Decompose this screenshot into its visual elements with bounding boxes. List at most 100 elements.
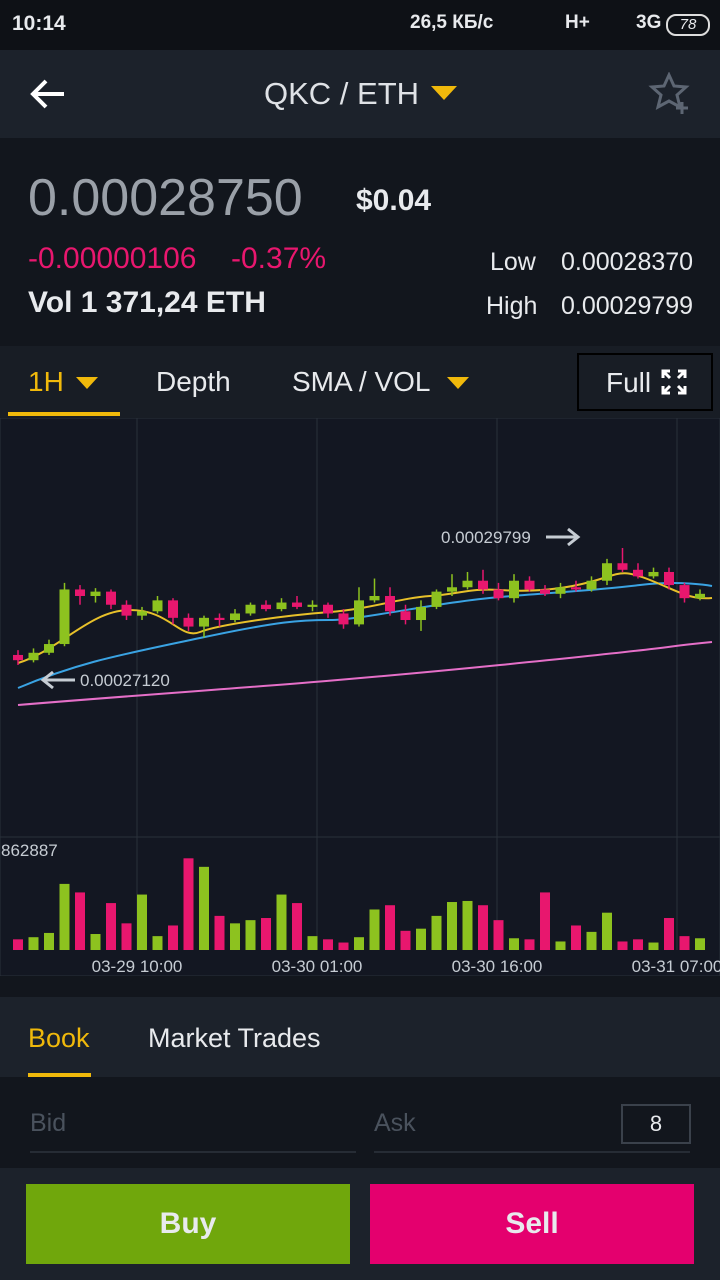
speed: 26,5 КБ/с [410,12,494,33]
favorite-button[interactable] [648,72,692,116]
back-button[interactable] [28,76,68,112]
network: 3G [636,12,662,33]
indicator-tab[interactable]: SMA / VOL [292,366,431,397]
volume-bar [385,905,395,950]
depth-selector[interactable]: 8 [621,1104,691,1144]
volume-bar [540,892,550,950]
volume-bar [230,923,240,950]
divider [30,1151,356,1153]
candle-body [292,602,302,607]
ticker: 0.00028750 $0.04 -0.00000106 -0.37% Vol … [0,138,720,346]
volume-bar [447,902,457,950]
candle-body [137,611,147,616]
pair-title[interactable]: QKC / ETH [264,76,420,111]
ma-long [17,641,713,706]
chart-tabs: 1H Depth SMA / VOL Full [0,346,720,418]
action-bar: Buy Sell [0,1168,720,1280]
volume-bar [75,892,85,950]
depth-tab[interactable]: Depth [156,366,231,397]
candle-body [59,589,70,645]
candle-body [385,595,395,612]
volume-bar [369,909,380,950]
book-tabs: Book Market Trades [0,997,720,1077]
volume-bar [679,936,690,950]
status-bar: 10:14 26,5 КБ/с H+ 3G 78 [0,0,720,50]
x-tick-label: 03-31 07:00 [632,957,720,976]
volume-bar [354,937,364,950]
dropdown-icon [447,377,469,389]
volume-bar [695,938,705,950]
volume-bar [524,939,535,950]
active-indicator [28,1073,91,1077]
change: -0.00000106 [28,242,197,275]
volume-bar [245,920,256,950]
volume-bar [137,894,147,950]
candle-body [152,600,163,612]
volume-max-label: 862887 [1,841,58,860]
candle-body [183,617,194,627]
candle-body [230,613,240,621]
candle-body [617,563,628,570]
candle-body [199,617,209,627]
expand-icon [661,369,687,395]
candle-body [307,604,318,607]
volume-bar [633,939,643,950]
volume-bar [44,932,54,950]
volume-bar [90,934,101,950]
full-button[interactable]: Full [577,353,713,411]
candle-body [664,571,674,586]
volume-bar [199,866,209,950]
candle-body [555,587,566,594]
volume-bar [261,918,271,950]
active-indicator [8,412,120,416]
volume-bar [59,883,70,950]
candle-body [121,604,132,616]
candle-body [679,585,690,599]
candle-body [13,654,23,661]
volume-bar [431,915,442,950]
change-pct: -0.37% [231,242,327,275]
sell-button[interactable]: Sell [370,1184,694,1264]
volume-bar [307,936,318,950]
volume: Vol 1 371,24 ETH [28,286,266,319]
candle-body [602,563,612,581]
volume-bar [168,925,178,950]
candle-body [338,613,349,625]
candle-body [400,611,411,621]
candle-body [75,589,85,596]
dropdown-icon [431,86,457,100]
volume-bar [338,942,349,950]
candle-body [44,644,54,653]
candle-body [28,652,39,661]
time: 10:14 [12,12,66,35]
dropdown-icon [76,377,98,389]
volume-bar [509,938,519,950]
candle-body [524,580,535,590]
volume-bar [28,937,39,950]
volume-bar [664,918,674,950]
volume-bar [555,941,566,950]
volume-bar [214,915,225,950]
trades-tab[interactable]: Market Trades [148,1023,321,1053]
candle-body [695,593,705,599]
x-tick-label: 03-30 01:00 [272,957,363,976]
low-value: 0.00028370 [561,248,694,276]
candle-body [478,580,488,590]
candle-body [106,591,116,605]
interval-tab[interactable]: 1H [28,366,64,397]
battery: 78 [666,14,710,36]
volume-bar [106,903,116,950]
buy-button[interactable]: Buy [26,1184,350,1264]
usd-price: $0.04 [356,184,432,217]
high-marker: 0.00029799 [441,528,531,547]
volume-bar [400,930,411,950]
full-label: Full [606,367,652,398]
candle-body [214,617,225,621]
ma-mid [17,582,713,689]
high-arrow [546,527,581,547]
candle-body [586,580,597,590]
volume-bar [617,941,628,950]
candle-body [354,600,364,625]
book-tab[interactable]: Book [28,1023,90,1053]
